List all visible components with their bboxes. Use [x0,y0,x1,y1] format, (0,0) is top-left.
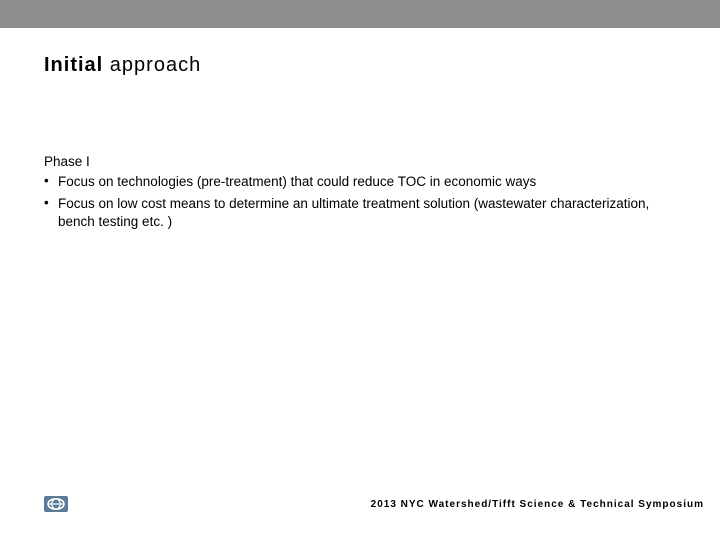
body-text: Phase I • Focus on technologies (pre-tre… [44,154,684,236]
slide: { "layout": { "top_bar": { "height": 28,… [0,0,720,540]
bullet-marker: • [44,195,58,210]
footer-text: 2013 NYC Watershed/Tifft Science & Techn… [371,499,704,510]
ghd-logo-icon [44,496,68,512]
bullet-item: • Focus on low cost means to determine a… [44,195,684,231]
ghd-logo-svg [44,496,68,512]
slide-title-bold: Initial [44,54,103,76]
bullet-text: Focus on technologies (pre-treatment) th… [58,173,684,191]
bullet-text: Focus on low cost means to determine an … [58,195,684,231]
bullet-item: • Focus on technologies (pre-treatment) … [44,173,684,191]
top-accent-bar [0,0,720,28]
slide-title: Initial approach [44,54,201,77]
bullet-marker: • [44,173,58,188]
slide-title-light: approach [103,54,201,76]
phase-label: Phase I [44,154,684,169]
